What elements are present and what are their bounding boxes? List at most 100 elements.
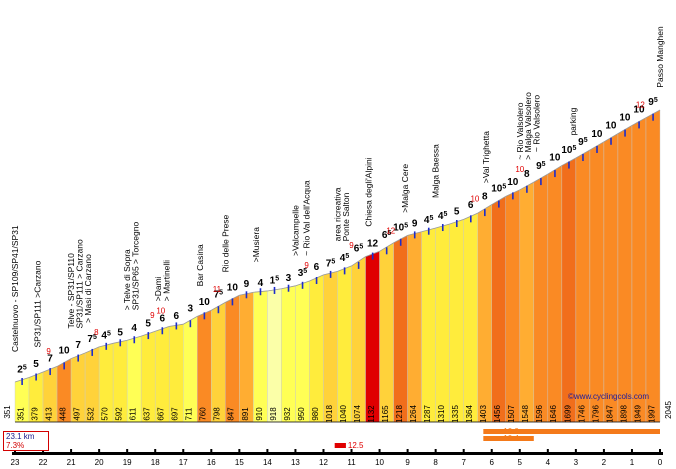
altitude-label: 1132	[367, 405, 376, 423]
climb-summary-box: 23.1 km 7.3%	[3, 431, 49, 451]
profile-segment	[197, 309, 212, 423]
segment-gradient-label: 65	[382, 230, 392, 241]
segment-gradient-label: 5	[145, 318, 151, 329]
altitude-label: 1596	[535, 405, 544, 423]
distance-tick	[630, 449, 633, 453]
place-labels: Castelnuovo - SP109/SP41/SP31 SP31/SP111 …	[10, 26, 665, 352]
distance-tick-label: 15	[235, 458, 244, 467]
profile-segment	[421, 227, 436, 423]
max-gradient-label: 11	[213, 285, 222, 294]
gradient-marker	[77, 354, 79, 362]
gradient-marker	[357, 261, 360, 269]
segment-gradient-label: 15	[270, 276, 280, 287]
gradient-marker	[147, 332, 150, 340]
credit-label[interactable]: ©www.cyclingcols.com	[568, 392, 649, 401]
altitude-label: 1456	[493, 405, 502, 423]
segment-gradient-label: 25	[17, 365, 27, 376]
profile-segment	[365, 251, 380, 423]
profile-segment	[267, 288, 282, 423]
altitude-label: 918	[269, 407, 278, 421]
place-label: SP31/SP111 >Carzano	[32, 260, 42, 347]
segment-gradient-half: 5	[387, 230, 391, 237]
place-label: > Martinelli	[161, 260, 171, 301]
place-label: > Masi di Carzano	[83, 254, 93, 323]
gradient-marker	[498, 200, 500, 208]
gradient-marker	[610, 137, 612, 145]
max-gradient-label: 9	[46, 347, 51, 356]
profile-segment	[505, 189, 520, 423]
place-label: ~ Rio Val dell'Acqua	[302, 180, 312, 256]
credit-url: www.cyclingcols.com	[573, 392, 650, 401]
steepest-section-value: 10.4	[503, 434, 519, 443]
distance-tick-label: 2	[602, 458, 607, 467]
distance-tick	[434, 449, 437, 453]
altitude-label: 1507	[507, 405, 516, 423]
gradient-marker	[484, 209, 486, 217]
distance-tick	[462, 449, 465, 453]
profile-segment	[239, 291, 254, 423]
gradient-markers	[21, 113, 654, 385]
altitude-label: 1310	[437, 405, 446, 423]
segment-gradient-label: 10	[591, 129, 603, 140]
distance-tick-label: 8	[433, 458, 438, 467]
profile-segment	[645, 109, 661, 423]
gradient-marker	[652, 113, 654, 121]
altitude-label: 760	[199, 407, 208, 421]
distance-tick	[98, 449, 101, 453]
gradient-marker	[371, 252, 374, 260]
max-gradient-label: 10	[156, 306, 165, 315]
altitude-label: 1218	[395, 405, 404, 423]
distance-tick-label: 0	[658, 458, 663, 467]
segment-gradient-label: 45	[438, 211, 448, 222]
steepest-section-bar	[483, 436, 534, 441]
gradient-marker	[427, 227, 430, 235]
segment-gradient-label: 45	[340, 253, 350, 264]
place-label: SP31/SP65 > Torcegno	[131, 222, 141, 311]
gradient-marker	[554, 170, 556, 178]
gradient-marker	[91, 348, 94, 356]
segment-gradient-half: 5	[345, 253, 349, 260]
altitude-label: 1548	[521, 405, 530, 423]
steepest-section-bar	[483, 429, 660, 434]
distance-tick	[70, 449, 73, 453]
distance-tick	[406, 449, 409, 453]
gradient-marker	[49, 368, 51, 376]
altitude-label: 351	[16, 407, 25, 421]
gradient-marker	[441, 224, 444, 232]
segment-gradient-label: 65	[354, 244, 364, 255]
altitude-label: 1796	[591, 405, 600, 423]
altitude-label: 448	[58, 407, 67, 421]
place-label: Telve - SP31/SP110	[66, 253, 76, 329]
place-label: area ricreativa	[333, 187, 343, 241]
distance-tick-label: 16	[207, 458, 216, 467]
distance-tick	[14, 449, 16, 453]
start-altitude-label: 351	[3, 405, 12, 419]
distance-tick-label: 22	[39, 458, 48, 467]
altitude-label: 1287	[423, 405, 432, 423]
segment-gradient-half: 5	[107, 330, 111, 337]
gradient-marker	[596, 145, 598, 153]
distance-tick-label: 7	[461, 458, 466, 467]
profile-segment	[477, 204, 492, 423]
segment-gradient-half: 5	[303, 268, 307, 275]
segment-gradient-label: 75	[87, 334, 97, 345]
segment-gradient-label: 8	[524, 169, 530, 180]
profile-segment	[337, 265, 352, 423]
segment-gradient-label: 10	[605, 121, 617, 132]
gradient-marker	[568, 161, 570, 169]
gradient-marker	[119, 339, 122, 347]
altitude-label: 891	[241, 407, 250, 421]
segment-gradient-label: 95	[648, 97, 658, 108]
distance-tick-label: 23	[11, 458, 20, 467]
altitude-label: 1264	[409, 405, 418, 423]
altitude-label: 1074	[353, 405, 362, 423]
distance-tick-label: 4	[546, 458, 551, 467]
altitude-label: 570	[101, 407, 110, 421]
altitude-label: 1403	[479, 405, 488, 423]
profile-segment	[631, 117, 647, 423]
place-label: Chiesa degli'Alpini	[363, 157, 373, 226]
altitude-label: 980	[311, 407, 320, 421]
altitude-label: 592	[115, 407, 124, 421]
segment-gradient-label: 75	[326, 258, 336, 269]
